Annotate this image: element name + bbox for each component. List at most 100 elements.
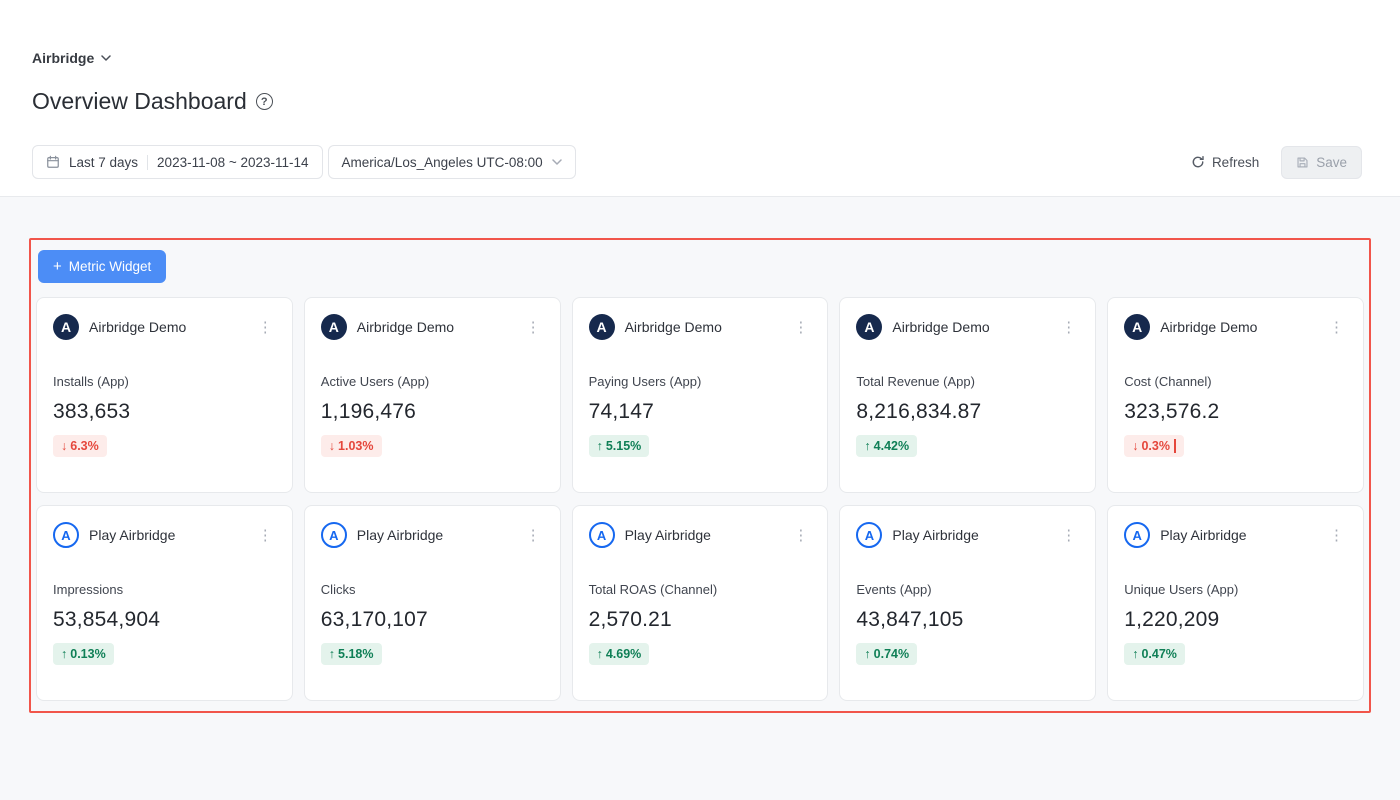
change-badge: ↑ 4.42% [856, 435, 918, 457]
metric-card: A Airbridge Demo ⋮ Total Revenue (App) 8… [839, 297, 1097, 493]
timezone-select[interactable]: America/Los_Angeles UTC-08:00 [327, 145, 576, 179]
change-badge: ↑ 0.74% [856, 643, 918, 665]
card-app-name: Play Airbridge [89, 527, 176, 543]
change-value: 0.47% [1141, 647, 1177, 661]
kebab-menu-icon[interactable]: ⋮ [525, 527, 541, 544]
change-value: 5.18% [338, 647, 374, 661]
kebab-menu-icon[interactable]: ⋮ [1061, 319, 1077, 336]
airbridge-demo-logo-icon: A [320, 314, 347, 340]
metric-label: Cost (Channel) [1124, 374, 1212, 389]
play-airbridge-logo-icon: A [53, 522, 79, 548]
metric-card: A Play Airbridge ⋮ Events (App) 43,847,1… [839, 505, 1097, 701]
metric-value: 8,216,834.87 [856, 400, 982, 423]
arrow-up-icon: ↑ [61, 647, 68, 661]
card-app-name: Airbridge Demo [892, 319, 990, 335]
arrow-up-icon: ↑ [596, 647, 603, 661]
main-content: + Metric Widget A Airbridge Demo ⋮ Insta… [0, 197, 1400, 713]
change-value: 0.74% [873, 647, 910, 661]
change-value: 1.03% [338, 439, 374, 453]
card-app-name: Airbridge Demo [356, 319, 455, 335]
airbridge-demo-logo-icon: A [856, 314, 883, 340]
metric-card: A Airbridge Demo ⋮ Paying Users (App) 74… [571, 297, 829, 493]
card-app-name: Airbridge Demo [1160, 319, 1258, 335]
play-airbridge-logo-icon: A [1124, 522, 1151, 548]
save-label: Save [1316, 154, 1347, 170]
save-icon [1296, 156, 1309, 169]
metric-label: Active Users (App) [320, 374, 430, 389]
widget-region-highlight: + Metric Widget A Airbridge Demo ⋮ Insta… [29, 238, 1371, 713]
refresh-button[interactable]: Refresh [1191, 155, 1259, 170]
refresh-label: Refresh [1211, 154, 1260, 170]
kebab-menu-icon[interactable]: ⋮ [1328, 527, 1344, 544]
card-app-name: Airbridge Demo [89, 319, 187, 335]
arrow-down-icon: ↓ [1132, 439, 1139, 453]
toolbar: Last 7 days 2023-11-08 ~ 2023-11-14 Amer… [32, 145, 1362, 196]
kebab-menu-icon[interactable]: ⋮ [257, 319, 273, 336]
arrow-up-icon: ↑ [596, 439, 603, 453]
metric-value: 43,847,105 [856, 608, 964, 631]
card-app-name: Play Airbridge [1160, 527, 1247, 543]
page-title: Overview Dashboard [32, 88, 247, 114]
change-value: 4.69% [605, 647, 642, 661]
add-metric-widget-label: Metric Widget [68, 259, 152, 274]
metric-value: 1,220,209 [1124, 608, 1220, 631]
metric-value: 63,170,107 [320, 608, 428, 631]
calendar-icon [46, 155, 60, 169]
kebab-menu-icon[interactable]: ⋮ [793, 319, 809, 336]
change-badge: ↓ 1.03% [320, 435, 382, 457]
change-badge: ↑ 5.15% [588, 435, 650, 457]
metric-value: 1,196,476 [320, 400, 417, 423]
change-badge: ↓ 6.3% [53, 435, 107, 457]
metric-label: Total Revenue (App) [856, 374, 975, 389]
airbridge-demo-logo-icon: A [588, 314, 615, 340]
change-value: 4.42% [873, 439, 910, 453]
kebab-menu-icon[interactable]: ⋮ [1061, 527, 1077, 544]
kebab-menu-icon[interactable]: ⋮ [525, 319, 541, 336]
arrow-up-icon: ↑ [328, 647, 336, 661]
save-button[interactable]: Save [1281, 145, 1362, 179]
card-app-name: Play Airbridge [624, 527, 711, 543]
change-value: 5.15% [605, 439, 642, 453]
metric-value: 383,653 [53, 400, 131, 423]
breadcrumb[interactable]: Airbridge [32, 50, 1362, 66]
change-badge: ↑ 0.13% [53, 643, 114, 665]
kebab-menu-icon[interactable]: ⋮ [257, 527, 273, 544]
change-badge: ↑ 4.69% [588, 643, 650, 665]
help-icon[interactable]: ? [255, 93, 273, 110]
metric-card: A Play Airbridge ⋮ Clicks 63,170,107 ↑ 5… [303, 505, 561, 701]
metric-label: Impressions [53, 582, 124, 597]
metric-value: 323,576.2 [1124, 400, 1220, 423]
add-metric-widget-button[interactable]: + Metric Widget [38, 250, 167, 283]
date-range-value: 2023-11-08 ~ 2023-11-14 [157, 154, 309, 170]
kebab-menu-icon[interactable]: ⋮ [1328, 319, 1344, 336]
metric-label: Paying Users (App) [588, 374, 702, 389]
arrow-up-icon: ↑ [1132, 647, 1139, 661]
metric-value: 74,147 [588, 400, 655, 423]
metric-label: Clicks [320, 582, 356, 597]
play-airbridge-logo-icon: A [588, 522, 615, 548]
arrow-down-icon: ↓ [328, 439, 336, 453]
metric-card: A Play Airbridge ⋮ Total ROAS (Channel) … [571, 505, 829, 701]
date-preset-label: Last 7 days [69, 154, 139, 170]
breadcrumb-label: Airbridge [32, 50, 95, 66]
metric-card: A Airbridge Demo ⋮ Cost (Channel) 323,57… [1107, 297, 1364, 493]
change-value: 0.13% [70, 647, 106, 661]
divider [0, 196, 1400, 197]
refresh-icon [1191, 155, 1205, 169]
play-airbridge-logo-icon: A [856, 522, 883, 548]
metric-label: Unique Users (App) [1124, 582, 1239, 597]
airbridge-demo-logo-icon: A [53, 314, 79, 340]
metric-cards-grid: A Airbridge Demo ⋮ Installs (App) 383,65… [36, 297, 1364, 701]
text-cursor [1173, 439, 1176, 453]
kebab-menu-icon[interactable]: ⋮ [793, 527, 809, 544]
change-value: 0.3% [1141, 439, 1170, 453]
metric-card: A Airbridge Demo ⋮ Active Users (App) 1,… [303, 297, 561, 493]
change-badge: ↑ 5.18% [320, 643, 382, 665]
metric-label: Installs (App) [53, 374, 129, 389]
chevron-down-icon [551, 159, 562, 165]
arrow-up-icon: ↑ [864, 439, 871, 453]
metric-value: 53,854,904 [53, 608, 161, 631]
date-range-picker[interactable]: Last 7 days 2023-11-08 ~ 2023-11-14 [32, 145, 323, 179]
play-airbridge-logo-icon: A [320, 522, 347, 548]
chevron-down-icon [101, 55, 111, 61]
